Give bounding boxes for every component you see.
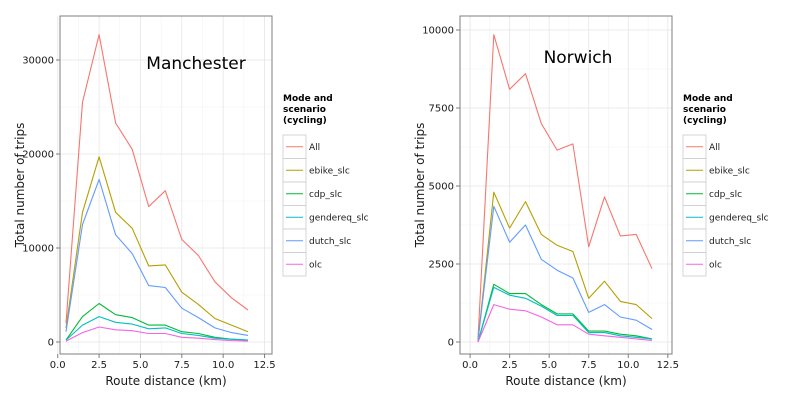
x-tick-label: 2.5 (502, 360, 518, 371)
y-tick-label: 7500 (429, 104, 454, 115)
plot-border (59, 15, 273, 355)
legend-title-line: (cycling) (683, 116, 727, 126)
chart-panel-0: 0.0 2.5 5.0 7.5 10.0 12.5 0 10000 20000 30000 Rout… (13, 15, 369, 388)
series-line-cdp_slc (477, 283, 653, 343)
legend-label-gendereq_slc: gendereq_slc (309, 213, 369, 223)
x-tick-label: 5.0 (541, 360, 557, 371)
legend-label-ebike_slc: ebike_slc (309, 166, 350, 176)
plot-background (60, 16, 272, 354)
panel-title: Manchester (146, 54, 245, 74)
x-tick-label: 0.0 (50, 360, 66, 371)
legend-title-line: Mode and (283, 94, 333, 104)
series-line-gendereq_slc (65, 316, 249, 341)
y-tick-label: 30000 (22, 56, 54, 67)
y-tick-label: 10000 (22, 244, 54, 255)
chart-panel-1: 0.0 2.5 5.0 7.5 10.0 12.5 0 2500 5000 7500 10000 Ro… (413, 15, 769, 388)
legend-title-line: scenario (683, 105, 726, 115)
x-tick-label: 0.0 (462, 360, 478, 371)
legend-label-olc: olc (309, 260, 322, 270)
legend-label-gendereq_slc: gendereq_slc (709, 213, 769, 223)
x-tick-label: 7.5 (581, 360, 597, 371)
x-tick-label: 10.0 (617, 360, 639, 371)
series-line-olc (65, 326, 249, 342)
plot-border (459, 15, 673, 355)
series-line-All (65, 34, 249, 324)
y-tick-label: 0 (448, 338, 454, 349)
x-tick-label: 12.5 (253, 360, 275, 371)
y-axis-title: Total number of trips (13, 123, 27, 249)
y-tick-label: 0 (48, 338, 54, 349)
series-line-All (477, 34, 653, 339)
legend-title-line: scenario (283, 105, 326, 115)
series-line-dutch_slc (477, 205, 653, 341)
legend-label-olc: olc (709, 260, 722, 270)
x-tick-label: 10.0 (212, 360, 234, 371)
y-tick-label: 5000 (429, 182, 454, 193)
x-tick-label: 2.5 (91, 360, 107, 371)
series-line-gendereq_slc (477, 286, 653, 343)
legend-label-All: All (309, 143, 320, 153)
legend-label-All: All (709, 143, 720, 153)
legend-label-dutch_slc: dutch_slc (309, 237, 351, 247)
legend-label-cdp_slc: cdp_slc (709, 190, 742, 200)
x-axis-title: Route distance (km) (505, 374, 626, 388)
series-line-cdp_slc (65, 302, 249, 341)
series-line-ebike_slc (477, 191, 653, 341)
legend-label-ebike_slc: ebike_slc (709, 166, 750, 176)
plot-background (460, 16, 672, 354)
y-tick-label: 10000 (422, 26, 454, 37)
legend-label-dutch_slc: dutch_slc (709, 237, 751, 247)
series-line-olc (477, 304, 653, 343)
x-tick-label: 5.0 (133, 360, 149, 371)
legend-title-line: Mode and (683, 94, 733, 104)
x-tick-label: 12.5 (657, 360, 679, 371)
y-tick-label: 2500 (429, 260, 454, 271)
series-line-ebike_slc (65, 156, 249, 333)
legend-title-line: (cycling) (283, 116, 327, 126)
panel-title: Norwich (544, 48, 613, 68)
x-axis-title: Route distance (km) (105, 374, 226, 388)
y-axis-title: Total number of trips (413, 123, 427, 249)
series-line-dutch_slc (65, 178, 249, 336)
x-tick-label: 7.5 (174, 360, 190, 371)
y-tick-label: 20000 (22, 150, 54, 161)
legend-label-cdp_slc: cdp_slc (309, 190, 342, 200)
